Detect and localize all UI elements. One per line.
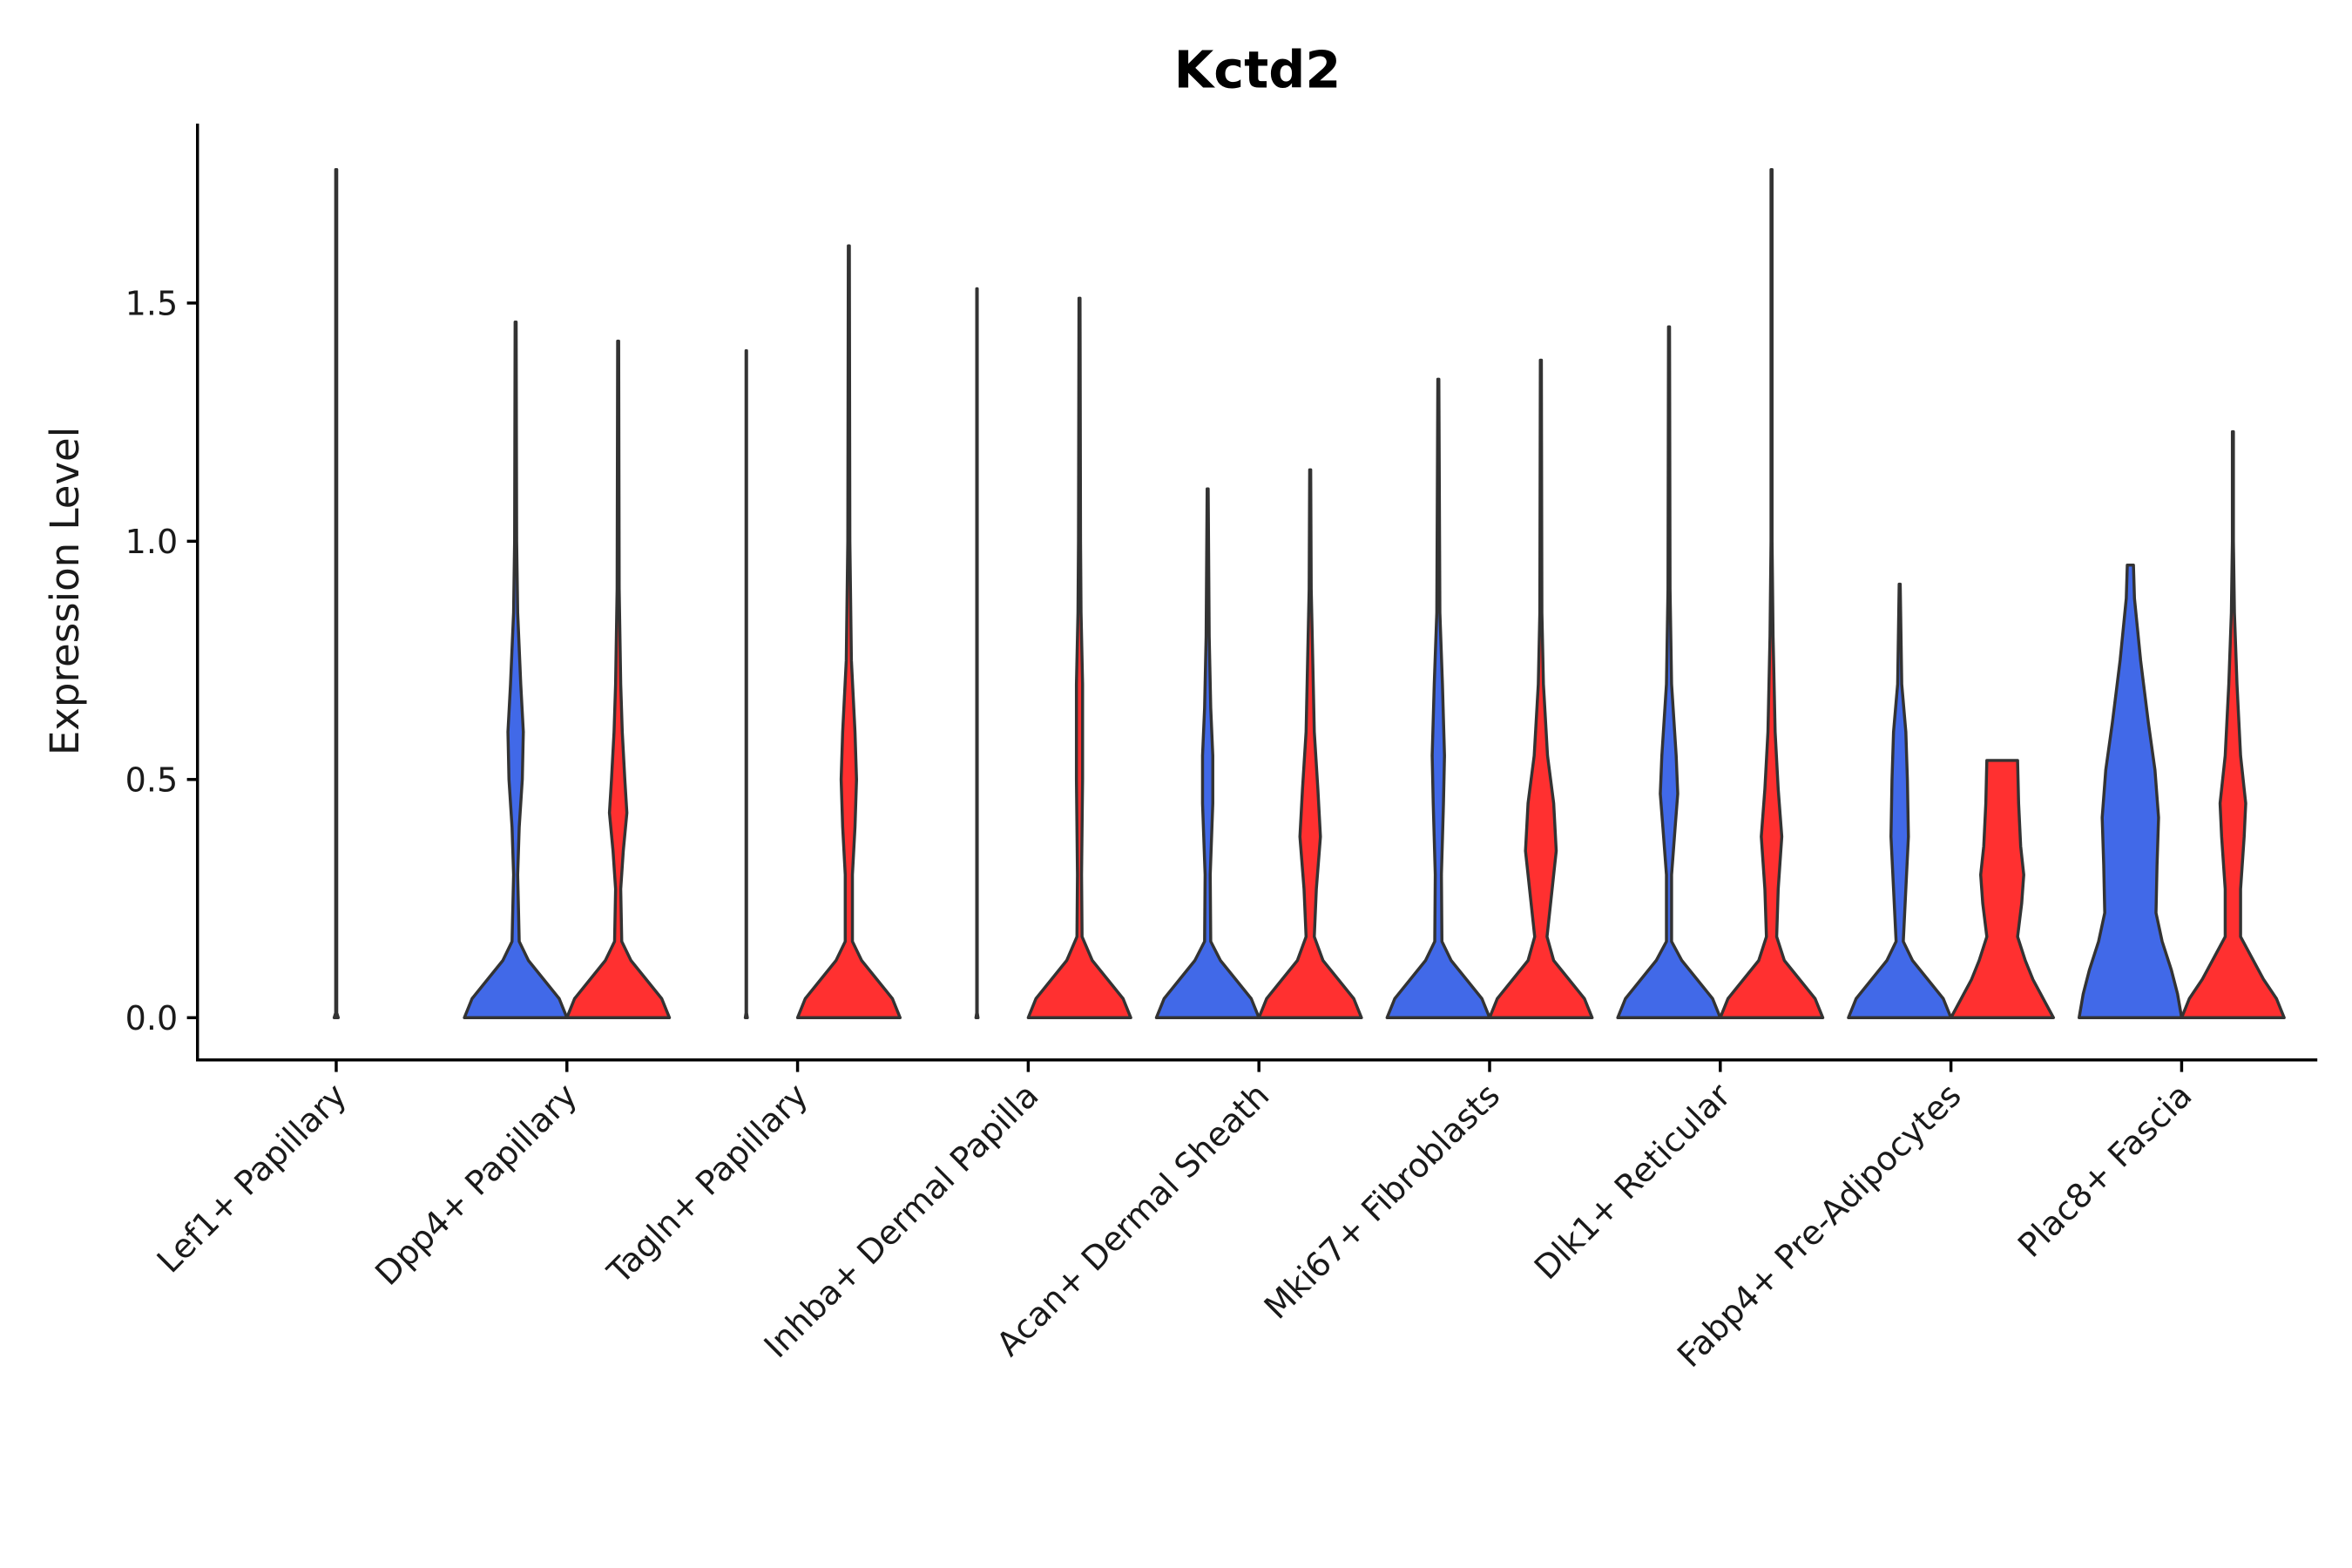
x-tick-label: Tagln+ Papillary bbox=[599, 1076, 815, 1292]
violin-red-8 bbox=[2180, 429, 2286, 1019]
x-tick-label: Plac8+ Fascia bbox=[2011, 1076, 2200, 1265]
violin-blue-1 bbox=[463, 321, 569, 1019]
x-tick-label: Acan+ Dermal Sheath bbox=[989, 1076, 1276, 1363]
y-tick-label: 1.0 bbox=[125, 523, 179, 561]
violin-red-2 bbox=[795, 244, 902, 1019]
violin-blue-6 bbox=[1616, 325, 1722, 1019]
y-tick-label: 0.5 bbox=[125, 761, 179, 800]
x-tick-label: Dpp4+ Papillary bbox=[368, 1076, 585, 1293]
violin-red-6 bbox=[1719, 168, 1825, 1019]
violin-red-4 bbox=[1257, 468, 1363, 1019]
y-tick-label: 0.0 bbox=[125, 999, 179, 1037]
violin-blue-8 bbox=[2078, 563, 2184, 1019]
x-tick-label: Dlk1+ Reticular bbox=[1527, 1076, 1738, 1287]
violin-blue-3 bbox=[974, 287, 980, 1019]
x-tick-label: Lef1+ Papillary bbox=[150, 1076, 354, 1280]
y-axis-label: Expression Level bbox=[42, 427, 88, 755]
x-tick-label: Mki67+ Fibroblasts bbox=[1257, 1076, 1507, 1326]
violin-red-5 bbox=[1488, 358, 1594, 1019]
violin-red-1 bbox=[565, 339, 672, 1019]
y-tick-label: 1.5 bbox=[125, 285, 179, 323]
violin-flat-0 bbox=[332, 168, 341, 1019]
violin-red-3 bbox=[1026, 296, 1132, 1019]
axes bbox=[196, 123, 2318, 1062]
violin-blue-2 bbox=[743, 348, 749, 1019]
violin-red-7 bbox=[1949, 759, 2056, 1019]
x-ticks: Lef1+ Papillary Dpp4+ Papillary Tagln+ Pap… bbox=[150, 1059, 2200, 1375]
y-ticks: 0.0 0.5 1.0 1.5 bbox=[125, 285, 198, 1037]
violin-blue-7 bbox=[1847, 582, 1953, 1019]
violin-blue-5 bbox=[1385, 377, 1491, 1019]
chart-title: Kctd2 bbox=[1174, 39, 1342, 99]
violin-blue-4 bbox=[1154, 487, 1260, 1019]
violins-layer bbox=[332, 168, 2286, 1019]
